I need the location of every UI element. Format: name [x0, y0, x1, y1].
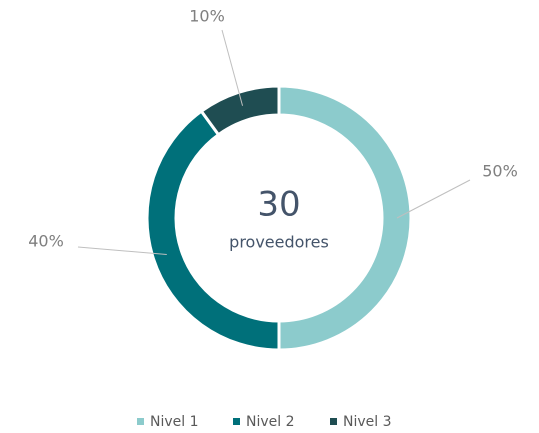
data-label: 40% [28, 232, 64, 251]
legend-label: Nivel 3 [343, 414, 392, 430]
center-label: proveedores [229, 233, 329, 252]
data-label: 50% [482, 162, 518, 181]
legend-label: Nivel 1 [150, 414, 199, 430]
leader-line [396, 179, 471, 219]
legend-swatch [137, 418, 144, 425]
legend-swatch [233, 418, 240, 425]
legend-swatch [330, 418, 337, 425]
leader-line [77, 246, 167, 255]
leader-line [221, 29, 244, 106]
center-value: 30 [257, 185, 300, 225]
donut-segment [145, 109, 281, 352]
donut-segment [277, 84, 413, 352]
data-label: 10% [189, 7, 225, 26]
donut-segment [199, 84, 281, 137]
legend-label: Nivel 2 [246, 414, 295, 430]
